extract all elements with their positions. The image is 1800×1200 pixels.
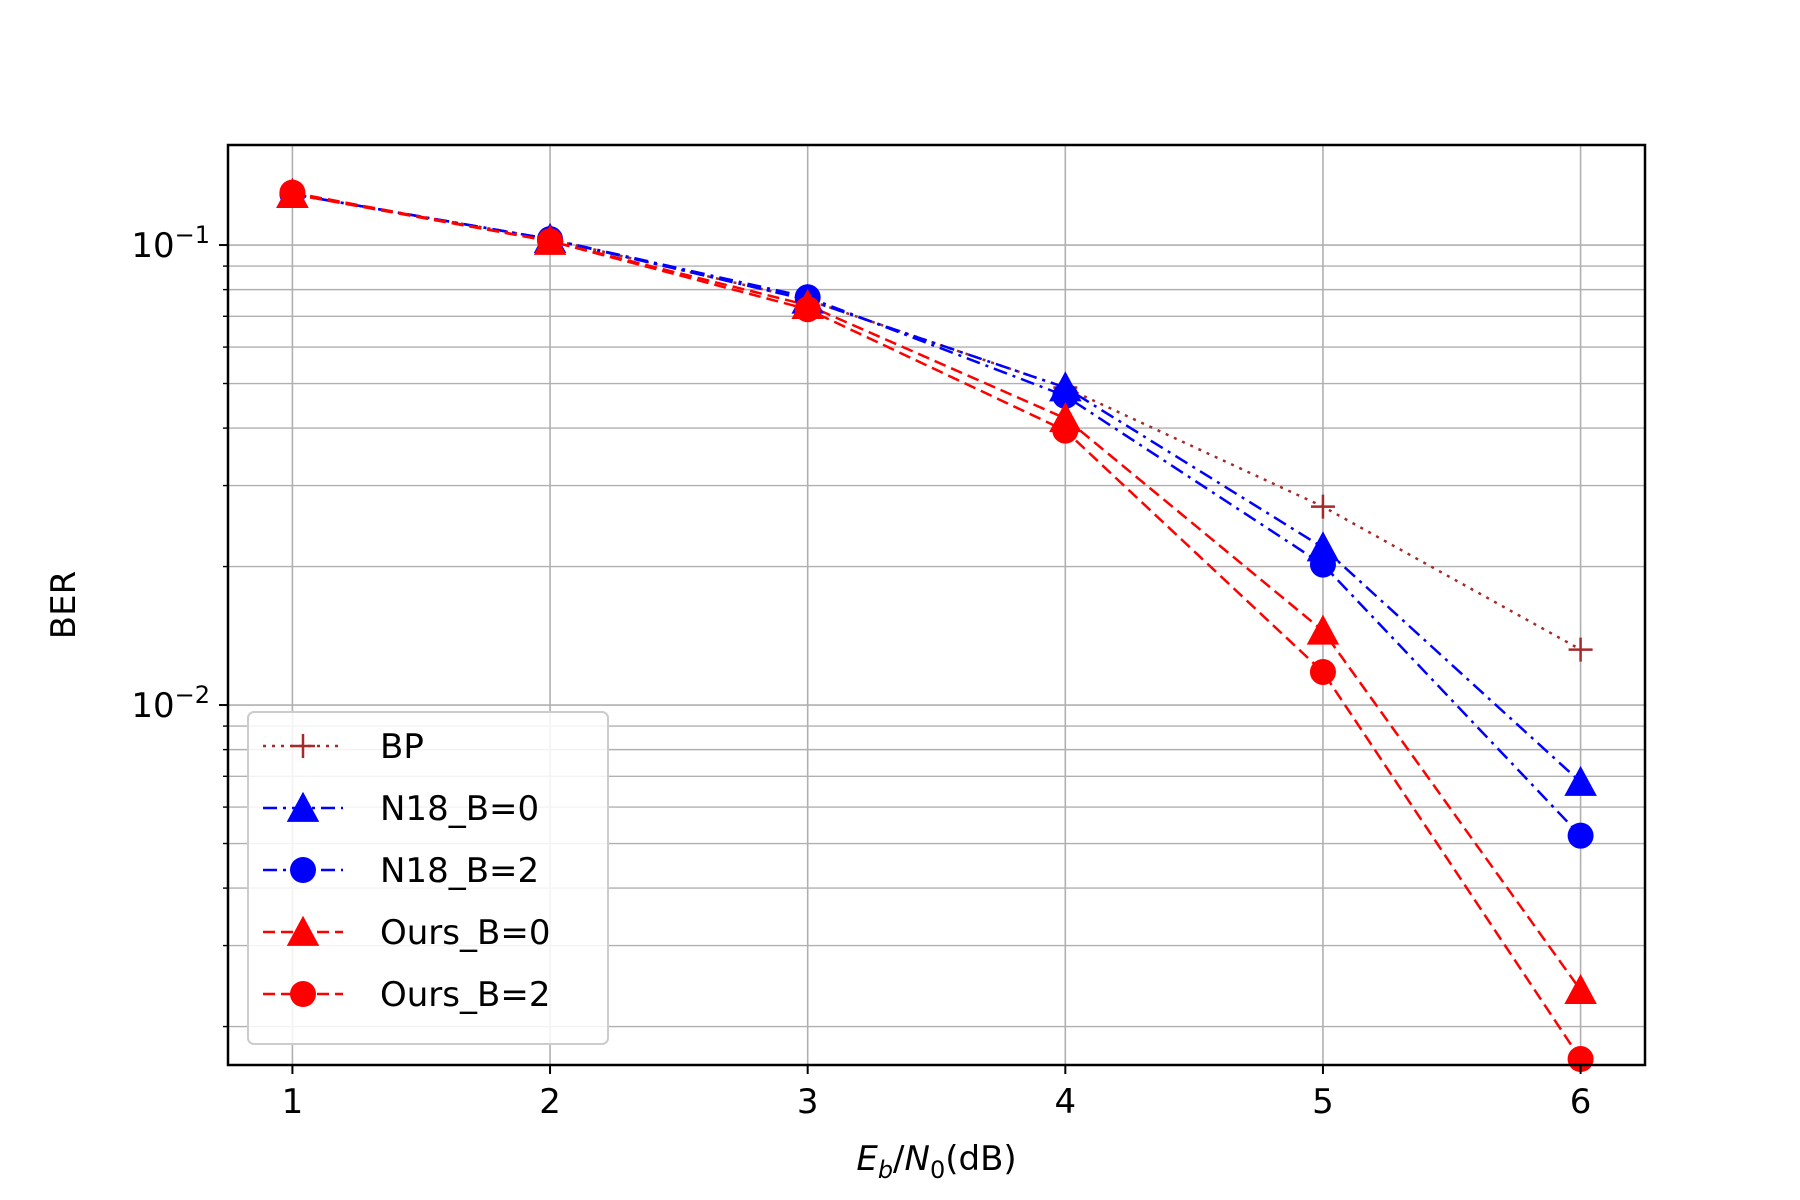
point-n18-b-2 — [1309, 551, 1336, 578]
legend: BP N18_B=0 N18_B=2 Ours_B=0 Ours_B=2 — [247, 711, 609, 1045]
point-n18-b-2 — [1567, 822, 1594, 849]
legend-marker-n18-b-0 — [286, 791, 320, 822]
point-n18-b-0 — [1306, 531, 1340, 562]
legend-marker-ours-b-2 — [290, 981, 316, 1007]
x-tick-label: 6 — [1570, 1082, 1592, 1122]
plot-frame — [226, 143, 1647, 1067]
legend-marker-bp — [291, 734, 315, 758]
x-tick-label: 3 — [797, 1082, 819, 1122]
x-tick-label: 2 — [539, 1082, 561, 1122]
legend-label-n18-b-0: N18_B=0 — [380, 789, 539, 829]
legend-marker-n18-b-2 — [290, 857, 316, 883]
legend-box — [247, 711, 609, 1045]
series-line-bp — [292, 192, 1582, 651]
series-line-ours-b-2 — [292, 191, 1582, 1060]
y-axis-ticks: 10−1 10−2 — [131, 221, 228, 1028]
x-axis-label: Eb/N0(dB) — [856, 1139, 1016, 1184]
x-axis-ticks: 1 2 3 4 5 6 — [282, 1065, 1592, 1122]
point-bp — [1568, 637, 1593, 662]
point-bp — [1310, 494, 1335, 519]
legend-label-bp: BP — [380, 727, 424, 767]
point-ours-b-2 — [794, 296, 821, 323]
point-ours-b-2 — [1309, 658, 1336, 685]
legend-marker-ours-b-0 — [286, 915, 320, 946]
y-tick-label: 10−2 — [131, 681, 210, 726]
series-markers — [276, 177, 1597, 1073]
point-n18-b-0 — [1564, 765, 1597, 796]
legend-label-n18-b-2: N18_B=2 — [380, 851, 539, 891]
point-n18-b-2 — [1052, 382, 1079, 409]
x-tick-label: 5 — [1312, 1082, 1334, 1122]
series-lines — [292, 191, 1582, 1060]
x-tick-label: 4 — [1054, 1082, 1076, 1122]
x-tick-label: 1 — [282, 1082, 304, 1122]
point-ours-b-0 — [1564, 973, 1597, 1004]
point-ours-b-0 — [1306, 614, 1340, 645]
legend-label-ours-b-2: Ours_B=2 — [380, 975, 550, 1015]
y-tick-label: 10−1 — [131, 221, 210, 266]
point-ours-b-2 — [279, 179, 306, 206]
point-ours-b-2 — [1052, 417, 1079, 444]
legend-label-ours-b-0: Ours_B=0 — [380, 913, 550, 953]
series-line-n18-b-2 — [292, 192, 1582, 837]
y-axis-label: BER — [44, 571, 84, 639]
point-ours-b-2 — [537, 228, 564, 255]
